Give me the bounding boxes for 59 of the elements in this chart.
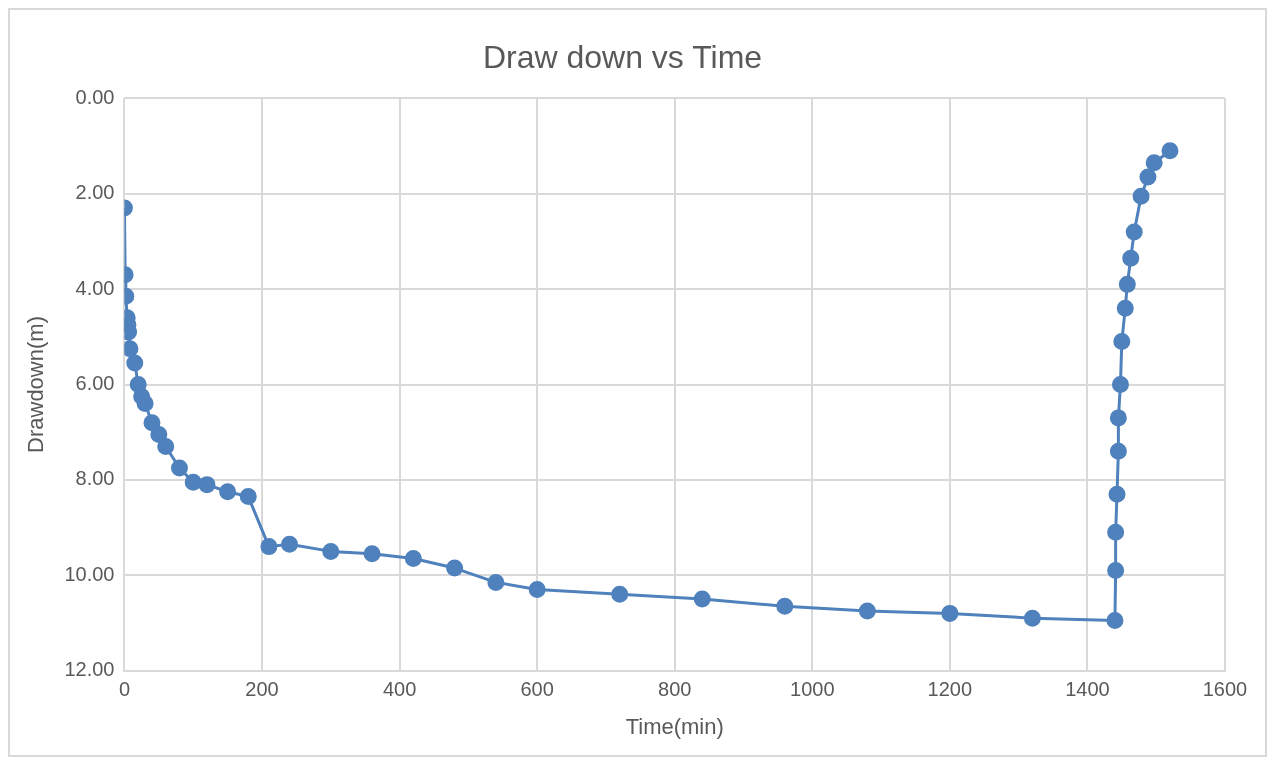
point — [404, 550, 422, 568]
point — [157, 437, 175, 455]
x-tick-label: 600 — [520, 678, 554, 701]
point — [198, 476, 216, 494]
y-tick-label: 6.00 — [75, 372, 115, 395]
x-axis-title: Time(min) — [625, 713, 724, 739]
point — [1145, 154, 1163, 172]
point — [184, 473, 202, 491]
point — [363, 545, 381, 563]
point — [446, 559, 464, 577]
y-tick-label: 8.00 — [75, 467, 115, 490]
point — [126, 354, 144, 372]
y-tick-label: 2.00 — [75, 181, 115, 204]
point — [941, 604, 959, 622]
point — [281, 535, 299, 553]
point — [1108, 485, 1126, 503]
point — [776, 597, 794, 615]
x-tick-label: 0 — [118, 678, 131, 701]
point — [260, 538, 278, 556]
point — [1118, 275, 1136, 293]
x-tick-label: 200 — [245, 678, 279, 701]
x-tick-label: 1000 — [790, 678, 835, 701]
point — [322, 542, 340, 560]
point — [1107, 561, 1125, 579]
point — [1122, 249, 1140, 267]
y-tick-label: 12.00 — [64, 658, 115, 681]
y-tick-label: 0.00 — [75, 85, 115, 108]
point — [528, 581, 546, 599]
point — [150, 426, 168, 444]
point — [1106, 612, 1124, 630]
x-tick-label: 800 — [658, 678, 692, 701]
x-tick-label: 1600 — [1202, 678, 1248, 701]
point — [1161, 142, 1179, 160]
x-tick-label: 1400 — [1065, 678, 1110, 701]
point — [1125, 223, 1143, 241]
point — [170, 459, 188, 477]
point — [611, 585, 629, 603]
point — [1116, 299, 1134, 317]
point — [858, 602, 876, 620]
point — [487, 573, 505, 591]
y-tick-label: 4.00 — [75, 276, 115, 299]
x-tick-label: 400 — [382, 678, 417, 701]
point — [1139, 168, 1157, 186]
y-tick-label: 10.00 — [64, 562, 115, 585]
point — [136, 395, 154, 413]
chart-title: Draw down vs Time — [482, 39, 763, 76]
point — [1023, 609, 1041, 627]
x-tick-label: 1200 — [927, 678, 973, 701]
point — [219, 483, 237, 501]
point — [1109, 409, 1127, 427]
point — [1132, 187, 1150, 205]
y-axis-title: Drawdown(m) — [23, 316, 49, 453]
point — [1109, 442, 1127, 460]
point — [1113, 333, 1131, 351]
point — [143, 414, 161, 432]
point — [1111, 376, 1129, 393]
point — [239, 488, 257, 506]
point — [693, 590, 711, 608]
point — [1107, 523, 1125, 541]
